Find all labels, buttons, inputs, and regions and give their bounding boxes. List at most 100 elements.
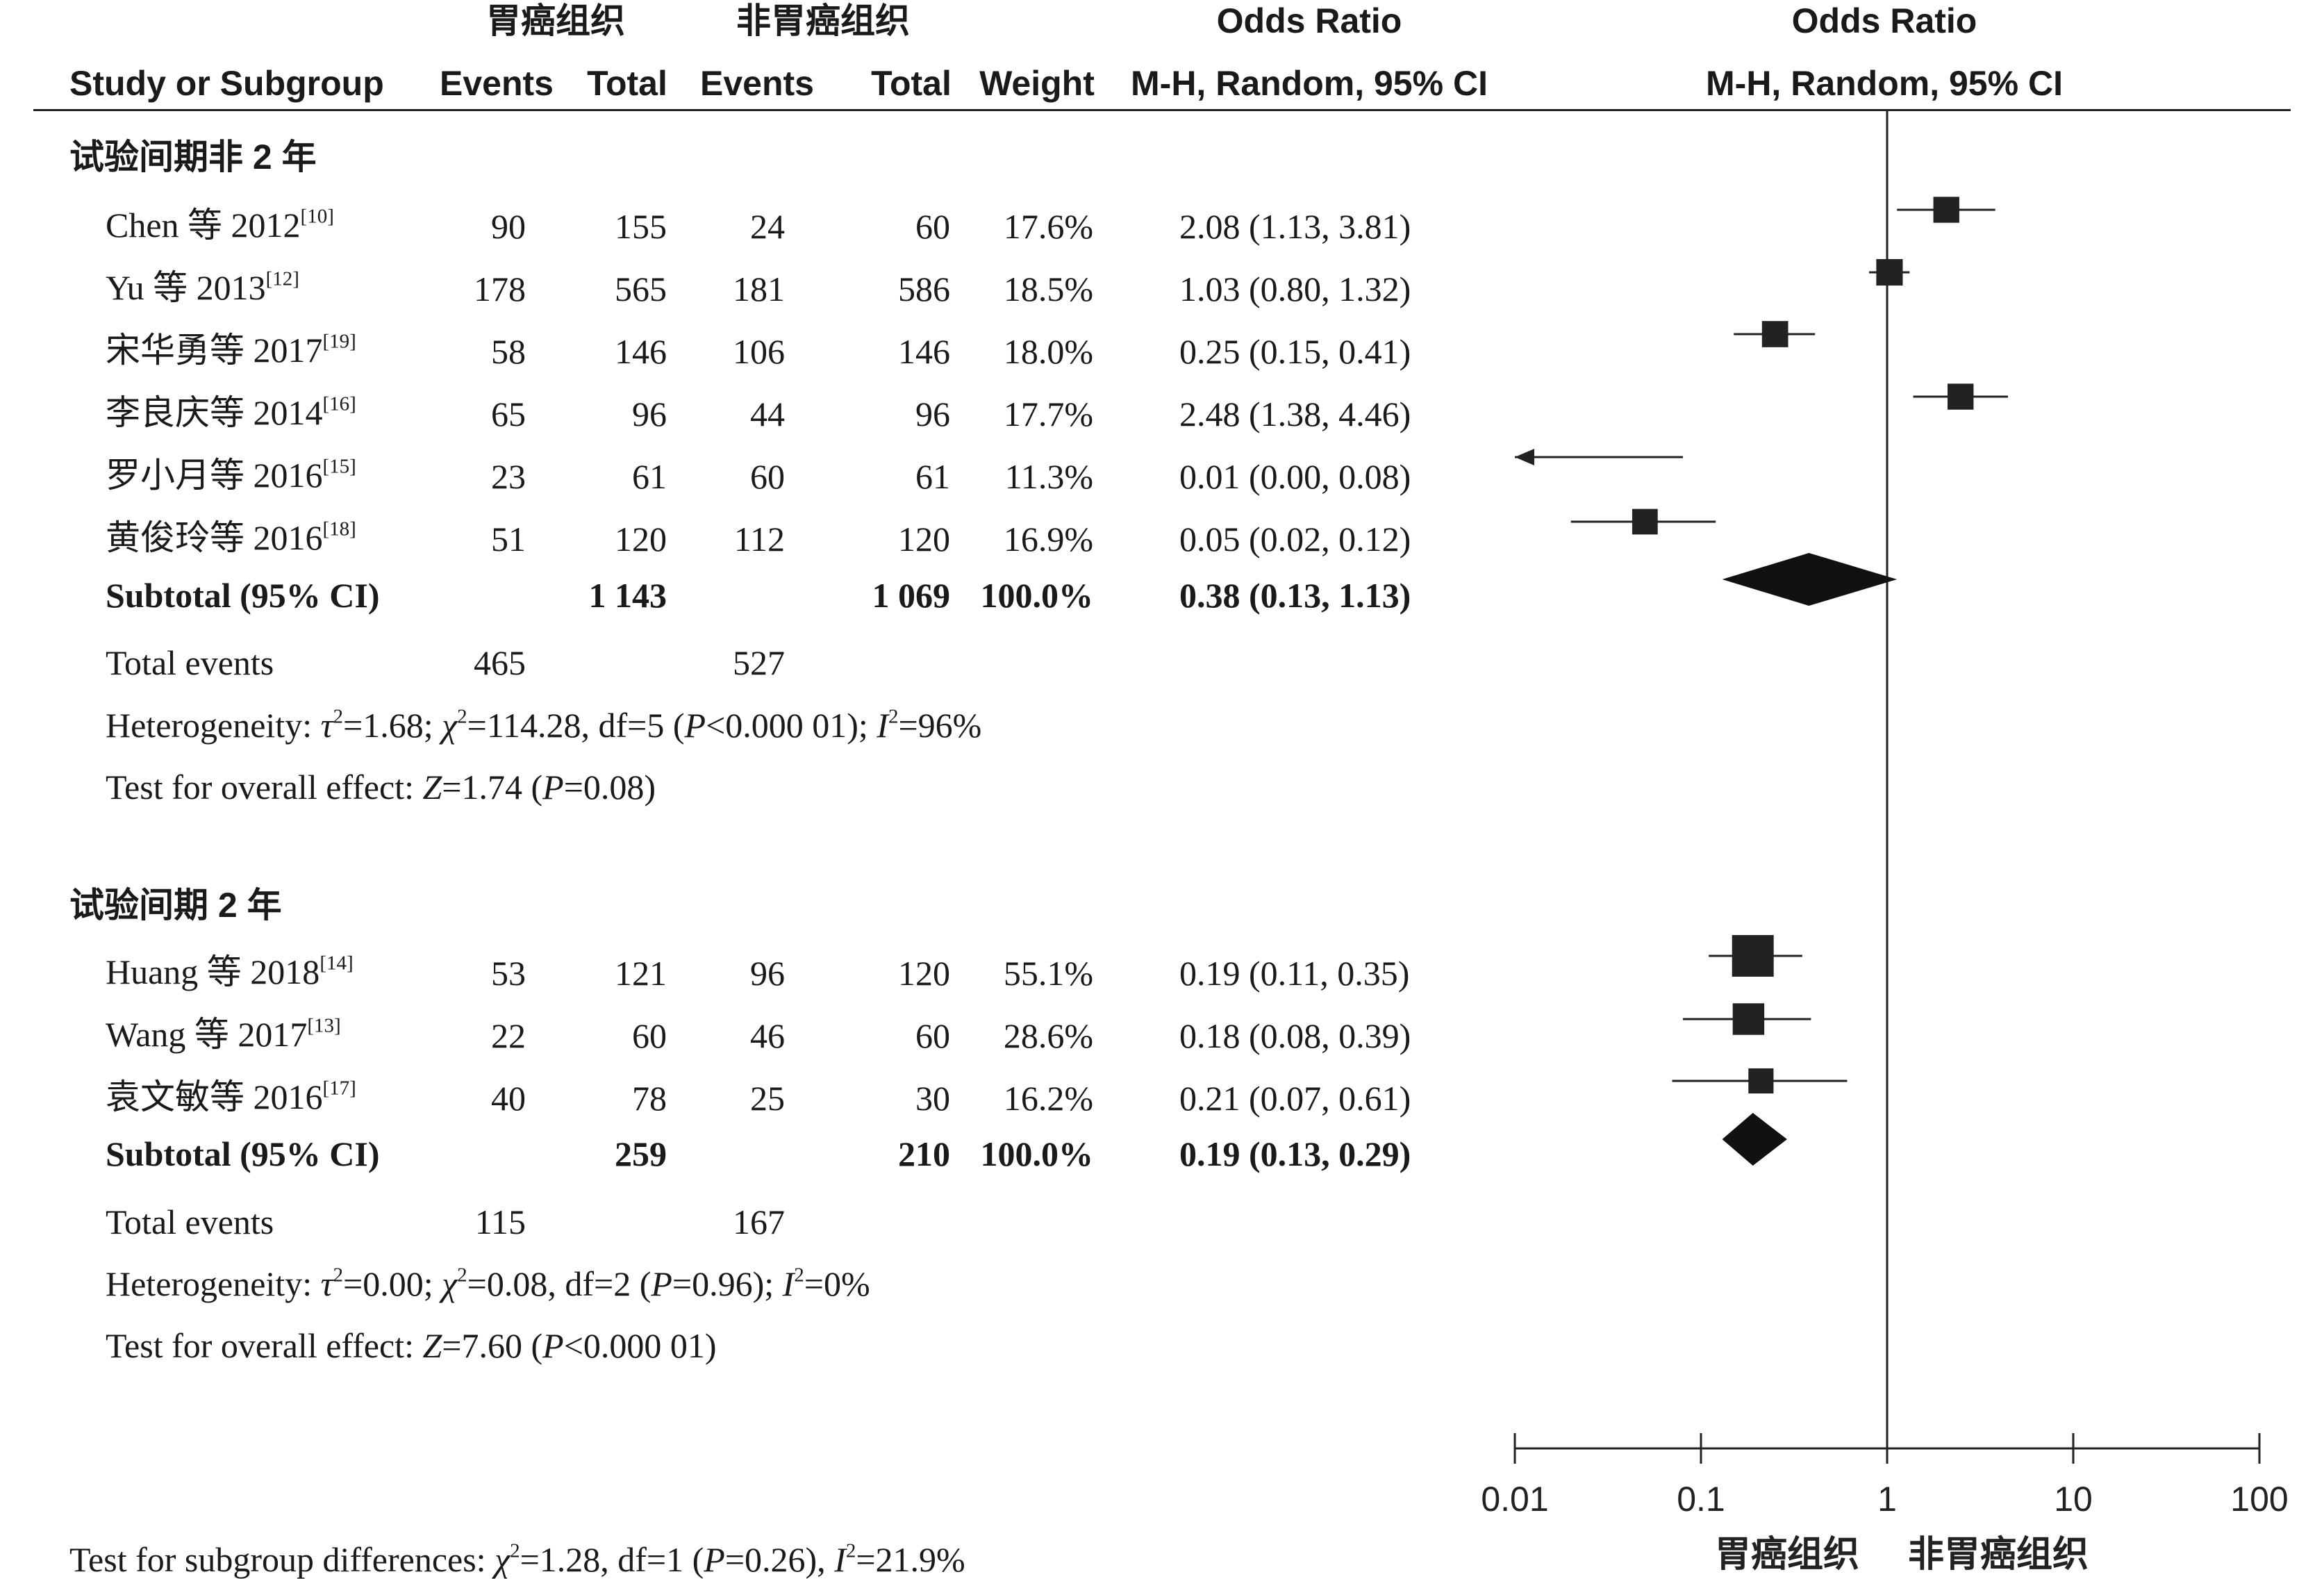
ctrl-events-cell: 106 bbox=[733, 332, 785, 371]
ctrl-total-cell: 120 bbox=[898, 520, 950, 559]
study-label: Huang 等 2018[14] bbox=[106, 952, 354, 991]
study-label: 袁文敏等 2016[17] bbox=[106, 1077, 356, 1116]
exp-events-cell: 58 bbox=[491, 332, 526, 371]
x-tick-label: 10 bbox=[2054, 1480, 2093, 1519]
exp-total-header: Total bbox=[587, 64, 667, 103]
overall-effect-test: Test for overall effect: Z=1.74 (P=0.08) bbox=[106, 768, 656, 807]
ctrl-total-cell: 60 bbox=[915, 1016, 950, 1055]
ctrl-total-cell: 60 bbox=[915, 207, 950, 246]
ctrl-events-cell: 112 bbox=[733, 520, 785, 559]
weight-cell: 18.5% bbox=[1003, 270, 1093, 308]
heterogeneity-stats: Heterogeneity: τ2=1.68; χ2=114.28, df=5 … bbox=[106, 705, 982, 745]
weight-cell: 55.1% bbox=[1003, 954, 1093, 993]
study-marker bbox=[1732, 935, 1774, 977]
study-label: Chen 等 2012[10] bbox=[106, 205, 334, 245]
total-events-exp: 115 bbox=[474, 1202, 526, 1241]
ctrl-events-cell: 25 bbox=[750, 1079, 785, 1118]
exp-total-cell: 60 bbox=[632, 1016, 667, 1055]
or-ci-cell: 0.05 (0.02, 0.12) bbox=[1179, 520, 1411, 559]
subtotal-or-ci: 0.38 (0.13, 1.13) bbox=[1179, 576, 1411, 615]
weight-cell: 17.6% bbox=[1003, 207, 1093, 246]
ctrl-total-cell: 30 bbox=[915, 1079, 950, 1118]
subgroup-title: 试验间期非 2 年 bbox=[69, 138, 317, 176]
ctrl-total-cell: 120 bbox=[898, 954, 950, 993]
study-marker bbox=[1632, 509, 1658, 535]
favours-right-label: 非胃癌组织 bbox=[1908, 1534, 2089, 1576]
subtotal-weight: 100.0% bbox=[980, 1134, 1094, 1173]
ctrl-events-cell: 181 bbox=[733, 270, 785, 308]
subtotal-or-ci: 0.19 (0.13, 0.29) bbox=[1179, 1134, 1411, 1173]
subtotal-ctrl-total: 1 069 bbox=[872, 576, 951, 615]
study-marker bbox=[1748, 1068, 1774, 1094]
total-events-ctrl: 167 bbox=[733, 1202, 785, 1241]
study-label: 李良庆等 2014[16] bbox=[106, 392, 356, 432]
exp-events-cell: 23 bbox=[491, 457, 526, 496]
subtotal-exp-total: 259 bbox=[615, 1134, 667, 1173]
control-group-header: 非胃癌组织 bbox=[736, 1, 910, 40]
experimental-group-header: 胃癌组织 bbox=[486, 1, 625, 40]
weight-cell: 16.9% bbox=[1003, 520, 1093, 559]
study-marker bbox=[1933, 197, 1959, 223]
or-ci-cell: 2.48 (1.38, 4.46) bbox=[1179, 395, 1411, 433]
ctrl-total-cell: 61 bbox=[915, 457, 950, 496]
weight-cell: 17.7% bbox=[1003, 395, 1093, 433]
x-tick-label: 0.1 bbox=[1677, 1480, 1725, 1519]
or-ci-cell: 1.03 (0.80, 1.32) bbox=[1179, 270, 1411, 308]
exp-total-cell: 61 bbox=[632, 457, 667, 496]
weight-cell: 16.2% bbox=[1003, 1079, 1093, 1118]
ctrl-events-cell: 60 bbox=[750, 457, 785, 496]
study-column-header: Study or Subgroup bbox=[69, 64, 384, 103]
exp-total-cell: 565 bbox=[615, 270, 667, 308]
or-column-title: Odds Ratio bbox=[1216, 1, 1402, 40]
weight-cell: 11.3% bbox=[1004, 457, 1093, 496]
exp-total-cell: 155 bbox=[615, 207, 667, 246]
x-tick-label: 0.01 bbox=[1481, 1480, 1548, 1519]
subtotal-label: Subtotal (95% CI) bbox=[106, 1134, 380, 1173]
or-ci-cell: 2.08 (1.13, 3.81) bbox=[1179, 207, 1411, 246]
plot-method-header: M-H, Random, 95% CI bbox=[1706, 64, 2063, 103]
exp-events-cell: 65 bbox=[491, 395, 526, 433]
subgroup-title: 试验间期 2 年 bbox=[69, 886, 282, 925]
study-marker bbox=[1732, 1003, 1765, 1035]
study-marker bbox=[1947, 383, 1974, 410]
total-events-label: Total events bbox=[106, 1202, 274, 1241]
or-ci-cell: 0.01 (0.00, 0.08) bbox=[1179, 457, 1411, 496]
exp-events-cell: 178 bbox=[474, 270, 526, 308]
subtotal-label: Subtotal (95% CI) bbox=[106, 576, 380, 615]
exp-total-cell: 146 bbox=[615, 332, 667, 371]
exp-total-cell: 121 bbox=[615, 954, 667, 993]
study-label: Yu 等 2013[12] bbox=[106, 267, 299, 307]
exp-events-cell: 40 bbox=[491, 1079, 526, 1118]
subgroup-difference-test: Test for subgroup differences: χ2=1.28, … bbox=[69, 1539, 965, 1579]
ctrl-events-cell: 44 bbox=[750, 395, 785, 433]
ctrl-total-header: Total bbox=[871, 64, 952, 103]
or-ci-cell: 0.21 (0.07, 0.61) bbox=[1179, 1079, 1411, 1118]
heterogeneity-stats: Heterogeneity: τ2=0.00; χ2=0.08, df=2 (P… bbox=[106, 1264, 870, 1303]
x-tick-label: 1 bbox=[1877, 1480, 1897, 1519]
subtotal-diamond bbox=[1722, 1113, 1787, 1166]
or-ci-cell: 0.18 (0.08, 0.39) bbox=[1179, 1016, 1411, 1055]
subtotal-diamond bbox=[1722, 553, 1898, 606]
total-events-label: Total events bbox=[106, 643, 274, 682]
ctrl-events-header: Events bbox=[700, 64, 814, 103]
study-label: 罗小月等 2016[15] bbox=[106, 455, 356, 495]
exp-total-cell: 96 bbox=[632, 395, 667, 433]
total-events-exp: 465 bbox=[474, 643, 526, 682]
favours-left-label: 胃癌组织 bbox=[1715, 1534, 1859, 1576]
total-events-ctrl: 527 bbox=[733, 643, 785, 682]
exp-events-cell: 51 bbox=[491, 520, 526, 559]
or-method-header: M-H, Random, 95% CI bbox=[1131, 64, 1488, 103]
weight-cell: 28.6% bbox=[1003, 1016, 1093, 1055]
exp-events-cell: 53 bbox=[491, 954, 526, 993]
study-label: Wang 等 2017[13] bbox=[106, 1014, 341, 1054]
exp-events-header: Events bbox=[440, 64, 554, 103]
study-marker bbox=[1761, 321, 1788, 347]
weight-header: Weight bbox=[979, 64, 1095, 103]
study-label: 黄俊玲等 2016[18] bbox=[106, 518, 356, 557]
plot-column-title: Odds Ratio bbox=[1791, 1, 1977, 40]
weight-cell: 18.0% bbox=[1003, 332, 1093, 371]
subtotal-ctrl-total: 210 bbox=[898, 1134, 950, 1173]
exp-events-cell: 90 bbox=[491, 207, 526, 246]
exp-total-cell: 78 bbox=[632, 1079, 667, 1118]
